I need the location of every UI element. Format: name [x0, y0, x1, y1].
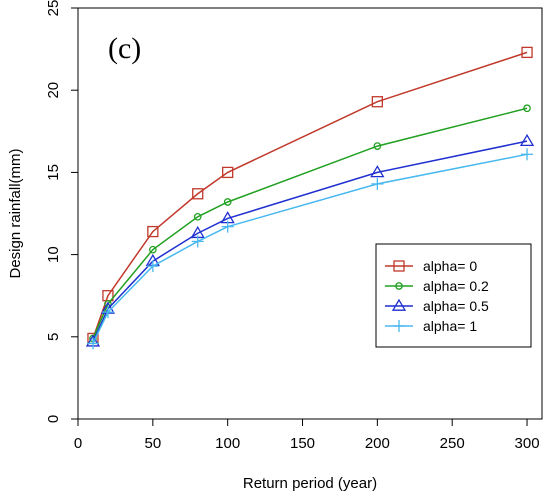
legend-label: alpha= 0.2	[423, 278, 489, 294]
x-tick-label: 150	[290, 435, 315, 452]
data-point	[146, 260, 159, 273]
y-tick-label: 10	[45, 246, 62, 263]
plot-frame	[77, 7, 543, 420]
data-point	[523, 104, 531, 113]
plot-area	[85, 46, 535, 350]
data-point	[148, 245, 157, 254]
series-line	[92, 51, 528, 339]
data-point	[192, 188, 204, 200]
y-tick-label: 25	[45, 0, 62, 16]
y-tick-label: 15	[45, 164, 62, 181]
data-point	[191, 235, 204, 248]
data-point	[371, 177, 384, 190]
axes: 0 50 100 150 200 250 300 0 5 10 15 20 25	[45, 0, 543, 452]
data-point	[223, 198, 232, 206]
data-point	[521, 148, 534, 161]
data-point	[521, 46, 533, 59]
panel-label: (c)	[108, 32, 141, 65]
legend-marker	[393, 320, 405, 332]
legend-label: alpha= 1	[423, 318, 477, 334]
data-point	[371, 96, 384, 108]
x-tick-label: 50	[144, 435, 161, 452]
data-point	[222, 166, 234, 179]
x-tick-label: 250	[440, 435, 465, 452]
series-4	[86, 148, 534, 350]
legend-marker	[395, 282, 403, 290]
y-tick-label: 20	[45, 82, 62, 99]
y-axis-label: Design rainfall(mm)	[7, 148, 24, 278]
x-axis-label: Return period (year)	[243, 475, 377, 492]
data-point	[193, 212, 202, 221]
legend-label: alpha= 0	[423, 258, 477, 274]
x-tick-label: 300	[515, 435, 540, 452]
x-tick-label: 200	[365, 435, 390, 452]
data-point	[86, 337, 99, 350]
data-point	[221, 220, 234, 233]
data-point	[101, 306, 114, 319]
y-tick-label: 0	[45, 415, 62, 423]
legend-item: alpha= 1	[385, 318, 477, 334]
legend-item: alpha= 0.2	[385, 278, 489, 294]
y-tick-label: 5	[45, 333, 62, 341]
legend-label: alpha= 0.5	[423, 298, 489, 314]
data-point	[519, 133, 535, 147]
y-axis: 0 5 10 15 20 25	[45, 0, 78, 423]
legend-item: alpha= 0	[385, 258, 477, 274]
x-axis: 0 50 100 150 200 250 300	[74, 419, 540, 452]
data-point	[147, 225, 159, 238]
legend: alpha= 0 alpha= 0.2 alpha= 0.5 alpha= 1	[375, 243, 532, 348]
data-point	[373, 142, 382, 150]
legend-item: alpha= 0.5	[385, 298, 489, 314]
legend-marker	[391, 298, 407, 311]
data-point	[370, 165, 385, 178]
x-tick-label: 100	[215, 435, 240, 452]
x-tick-label: 0	[74, 435, 82, 452]
legend-marker	[393, 260, 405, 272]
